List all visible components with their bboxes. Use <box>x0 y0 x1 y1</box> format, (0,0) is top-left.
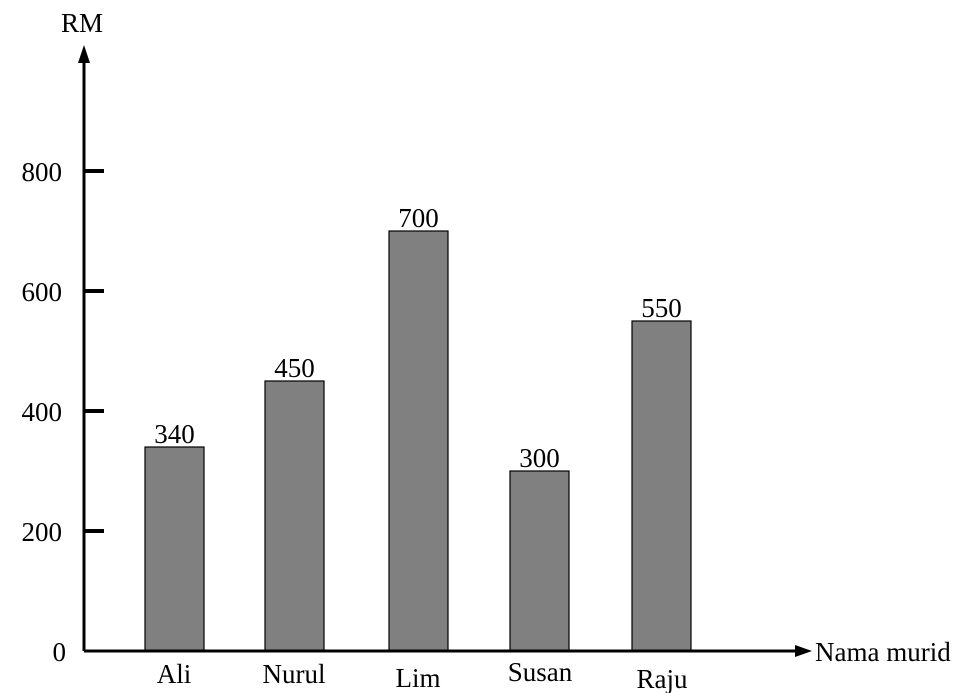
x-category-label-ali: Ali <box>157 659 192 689</box>
bar-nurul <box>264 380 325 652</box>
data-labels-group: 340 450 700 300 550 <box>154 203 682 473</box>
y-tick-label-600: 600 <box>22 277 63 307</box>
x-axis-arrow <box>795 645 812 657</box>
data-label-lim: 700 <box>398 203 439 233</box>
x-category-label-raju: Raju <box>637 664 688 693</box>
data-label-susan: 300 <box>519 443 560 473</box>
y-axis-title: RM <box>61 8 103 38</box>
y-ticks-group: 0 200 400 600 800 <box>22 157 104 667</box>
y-tick-label-200: 200 <box>22 517 63 547</box>
category-labels-group: Ali Nurul Lim Susan Raju <box>157 657 688 693</box>
bar-susan <box>509 470 570 652</box>
x-axis-title: Nama murid <box>815 637 951 667</box>
data-label-nurul: 450 <box>274 353 315 383</box>
x-category-label-lim: Lim <box>396 663 441 693</box>
bar-raju <box>631 320 692 652</box>
data-label-raju: 550 <box>641 293 682 323</box>
y-tick-label-0: 0 <box>53 637 67 667</box>
bars-group <box>144 230 692 652</box>
x-category-label-nurul: Nurul <box>263 659 326 689</box>
y-axis-arrow <box>78 45 90 63</box>
bar-ali <box>144 446 205 652</box>
bar-lim <box>388 230 449 652</box>
y-tick-label-400: 400 <box>22 397 63 427</box>
x-category-label-susan: Susan <box>508 657 573 687</box>
data-label-ali: 340 <box>154 419 195 449</box>
y-tick-label-800: 800 <box>22 157 63 187</box>
